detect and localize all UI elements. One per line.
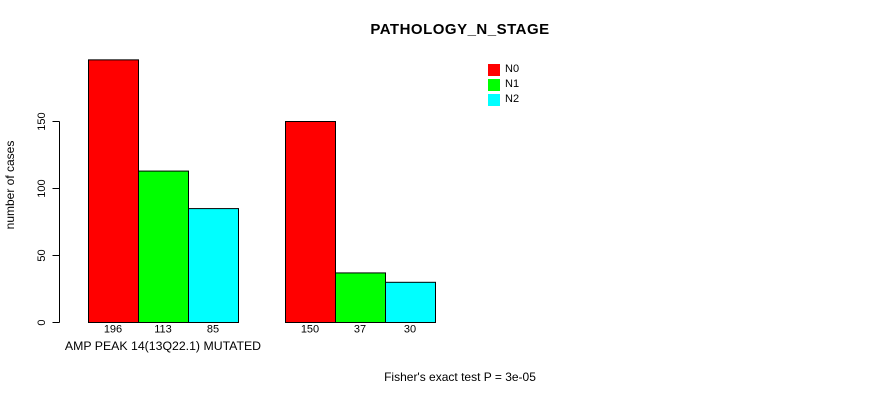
y-tick-label: 50: [36, 249, 48, 261]
legend-swatch-n2: [488, 93, 500, 106]
y-tick-label: 0: [36, 319, 48, 325]
group-x-label: AMP PEAK 14(13Q22.1) MUTATED: [65, 339, 261, 353]
legend-label: N2: [505, 93, 520, 105]
legend-label: N0: [505, 63, 520, 75]
bar-value-label: 113: [154, 324, 172, 336]
legend-item-n1: N1: [488, 77, 519, 92]
y-tick-label: 150: [36, 112, 48, 130]
chart-title: PATHOLOGY_N_STAGE: [370, 21, 550, 38]
legend-item-n0: N0: [488, 62, 519, 77]
y-tick-label: 100: [36, 179, 48, 197]
bar-n2: [385, 281, 436, 323]
bar-value-label: 85: [207, 324, 219, 336]
bar-value-label: 37: [354, 324, 366, 336]
legend-swatch-n1: [488, 78, 500, 91]
bar-n0: [88, 59, 139, 324]
fisher-test-note: Fisher's exact test P = 3e-05: [384, 370, 536, 384]
legend-item-n2: N2: [488, 92, 519, 107]
legend-label: N1: [505, 78, 520, 90]
bar-value-label: 30: [404, 324, 416, 336]
y-axis-label: number of cases: [3, 141, 17, 230]
bar-value-label: 150: [301, 324, 319, 336]
bar-n2: [188, 208, 239, 324]
legend-swatch-n0: [488, 63, 500, 76]
bar-value-label: 196: [104, 324, 122, 336]
bar-n0: [285, 121, 336, 323]
bar-n1: [138, 170, 189, 323]
bar-n1: [335, 272, 386, 324]
legend: N0 N1 N2: [488, 62, 519, 107]
